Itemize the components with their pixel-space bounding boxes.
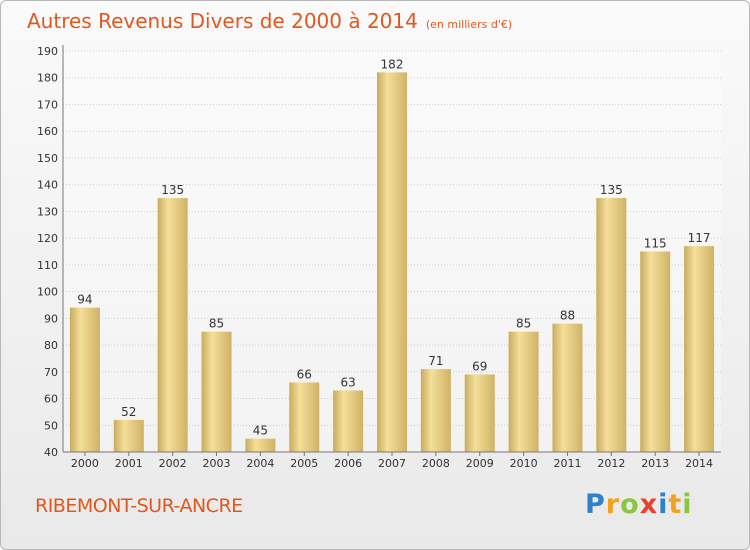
bar-2006: [333, 390, 364, 452]
x-tick-label-2005: 2005: [290, 457, 318, 470]
logo-letter: o: [620, 489, 640, 520]
y-tick-label: 150: [37, 152, 58, 165]
y-tick-label: 160: [37, 125, 58, 138]
bar-2007: [377, 72, 407, 453]
proxiti-logo: Proxiti: [585, 489, 693, 520]
city-name: RIBEMONT-SUR-ANCRE: [35, 495, 243, 517]
y-tick-label: 40: [44, 446, 58, 459]
logo-letter: P: [585, 489, 606, 520]
bar-2001: [113, 419, 144, 452]
x-tick-label-2003: 2003: [203, 457, 231, 470]
logo-letter: x: [639, 489, 659, 520]
x-tick-label-2013: 2013: [641, 457, 669, 470]
bar-2008: [420, 369, 451, 452]
bar-2000: [69, 307, 100, 452]
y-tick-label: 140: [37, 179, 58, 192]
value-label-2001: 52: [121, 405, 136, 419]
bar-2005: [289, 382, 320, 452]
value-label-2010: 85: [516, 317, 531, 331]
logo-letter: i: [658, 489, 669, 520]
y-tick-label: 110: [37, 259, 58, 272]
value-label-2002: 135: [161, 183, 184, 197]
x-tick-label-2010: 2010: [510, 457, 538, 470]
bar-2003: [201, 331, 232, 452]
x-tick-label-2014: 2014: [685, 457, 713, 470]
y-tick-label: 70: [44, 366, 58, 379]
x-tick-label-2012: 2012: [597, 457, 625, 470]
axes: 40 50 60 70 80 90 100 110 120 130 140 150 160 170 180 1…: [37, 45, 721, 470]
value-label-2011: 88: [560, 309, 575, 323]
value-label-2006: 63: [340, 376, 355, 390]
y-tick-label: 80: [44, 339, 58, 352]
y-tick-label: 50: [44, 419, 58, 432]
value-label-2005: 66: [297, 367, 312, 381]
bar-2012: [596, 198, 627, 452]
y-tick-label: 90: [44, 312, 58, 325]
value-label-2000: 94: [77, 293, 92, 307]
value-label-2014: 117: [688, 231, 711, 245]
value-label-2007: 182: [381, 57, 404, 71]
bar-2010: [508, 331, 539, 452]
y-tick-label: 190: [37, 45, 58, 58]
value-label-2003: 85: [209, 317, 224, 331]
bar-2004: [245, 438, 276, 452]
bar-2011: [552, 323, 583, 452]
logo-letter: t: [668, 489, 683, 520]
bar-2002: [157, 198, 188, 452]
chart-title-text: Autres Revenus Divers de 2000 à 2014: [27, 9, 418, 33]
y-tick-label: 60: [44, 393, 58, 406]
value-label-2012: 135: [600, 183, 623, 197]
x-tick-label-2009: 2009: [466, 457, 494, 470]
chart-subtitle: (en milliers d'€): [425, 18, 513, 31]
value-label-2013: 115: [644, 237, 667, 251]
y-tick-label: 120: [37, 232, 58, 245]
bar-2014: [684, 246, 715, 452]
x-tick-label-2008: 2008: [422, 457, 450, 470]
x-tick-label-2011: 2011: [553, 457, 581, 470]
value-label-2008: 71: [428, 354, 443, 368]
y-tick-label: 130: [37, 205, 58, 218]
chart-title: Autres Revenus Divers de 2000 à 2014 (en …: [27, 9, 512, 33]
logo-letter: i: [682, 489, 693, 520]
x-tick-label-2000: 2000: [71, 457, 99, 470]
logo-letter: r: [605, 489, 621, 520]
x-tick-label-2001: 2001: [115, 457, 143, 470]
x-tick-label-2002: 2002: [159, 457, 187, 470]
y-tick-label: 180: [37, 72, 58, 85]
y-tick-label: 100: [37, 286, 58, 299]
bar-2009: [464, 374, 495, 452]
x-tick-label-2006: 2006: [334, 457, 362, 470]
x-tick-label-2004: 2004: [246, 457, 274, 470]
y-tick-label: 170: [37, 98, 58, 111]
value-label-2004: 45: [253, 424, 268, 438]
bar-2013: [640, 251, 671, 452]
bars: 94 52 135 85 45 66 63 182 71 69 85 88 135 115 117: [69, 57, 715, 453]
value-label-2009: 69: [472, 359, 487, 373]
x-tick-label-2007: 2007: [378, 457, 406, 470]
